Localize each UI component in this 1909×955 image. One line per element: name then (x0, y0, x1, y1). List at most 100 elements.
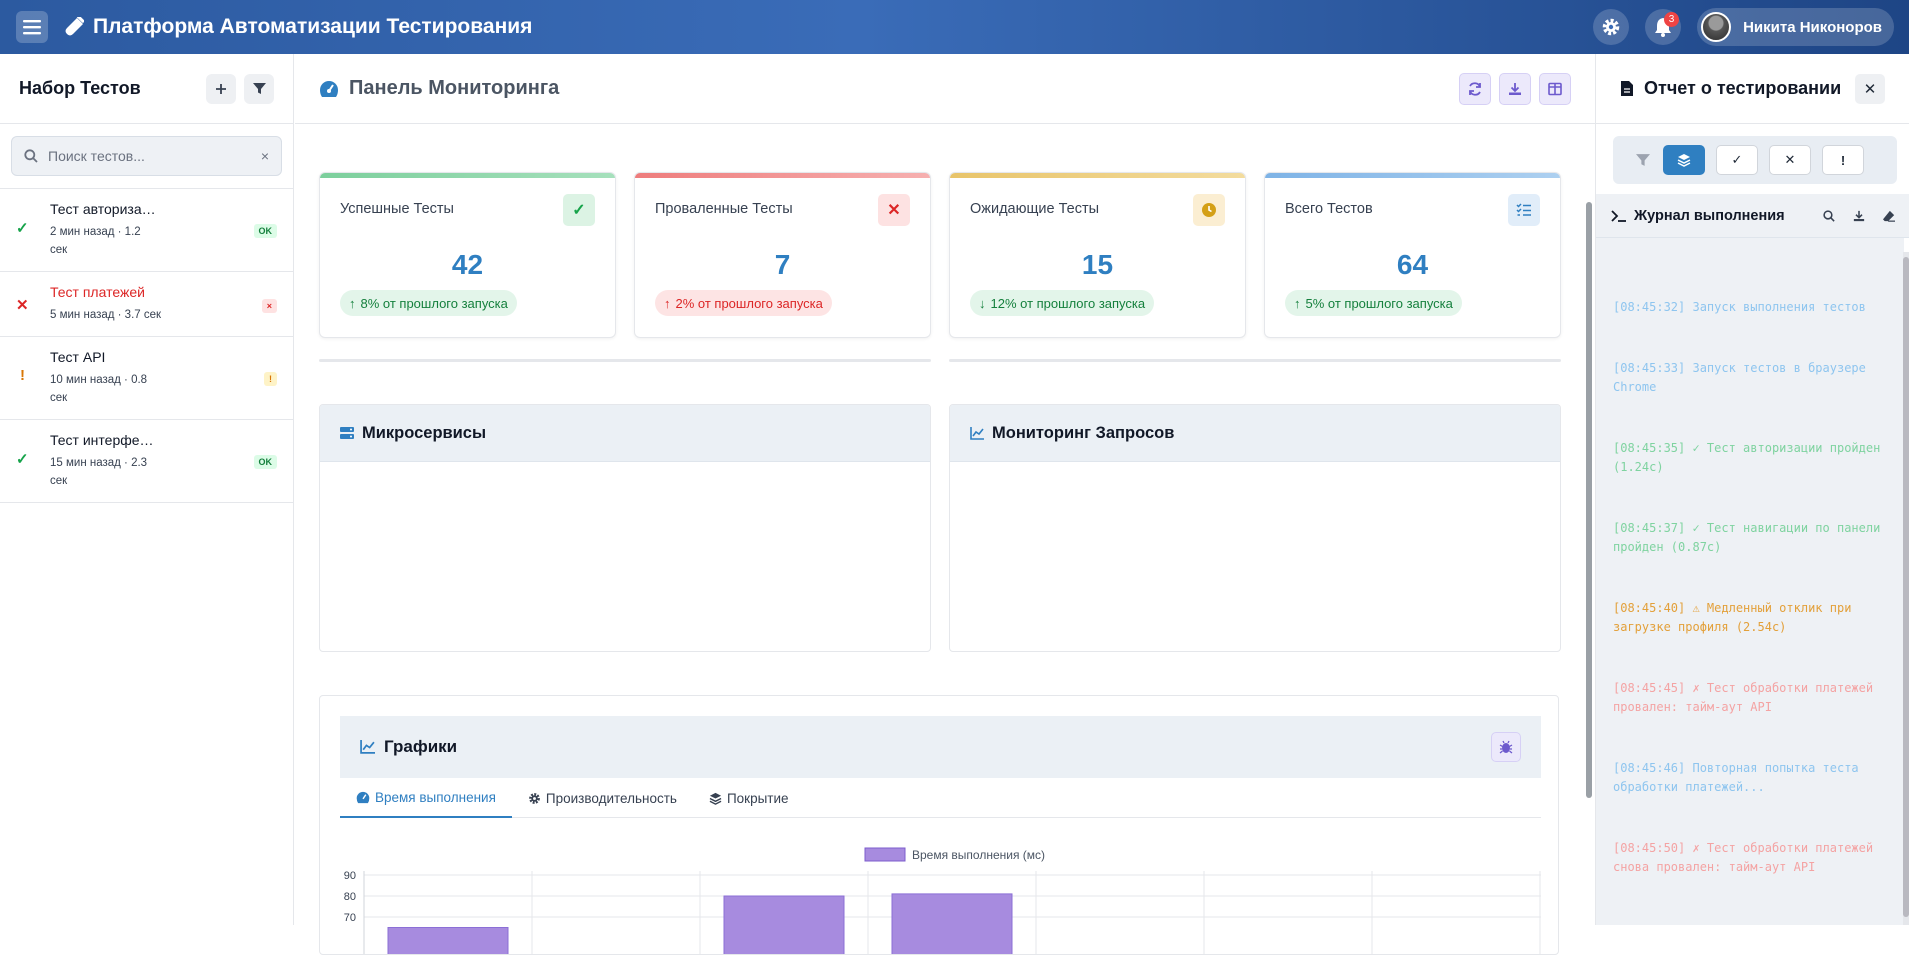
legend-label: Время выполнения (мс) (912, 848, 1045, 862)
notifications-button[interactable]: 3 (1645, 9, 1681, 45)
gear-icon (1601, 17, 1621, 37)
panel-title: Микросервисы (362, 424, 486, 443)
check-icon: ✓ (563, 194, 595, 226)
filter-failed-button[interactable]: ✕ (1769, 145, 1811, 175)
tab-performance[interactable]: Производительность (512, 778, 693, 818)
stat-change-text: 2% от прошлого запуска (676, 296, 823, 311)
test-item[interactable]: ! Тест API 10 мин назад · 0.8 сек ! (0, 337, 293, 420)
refresh-button[interactable] (1459, 73, 1491, 105)
test-item[interactable]: ✓ Тест авторизации 2 мин назад · 1.2 сек… (0, 189, 293, 272)
chart-bar (724, 896, 844, 955)
log-line: [08:45:45] ✗ Тест обработки платежей про… (1613, 679, 1886, 717)
stat-change-text: 5% от прошлого запуска (1306, 296, 1453, 311)
tab-label: Время выполнения (375, 790, 496, 805)
menu-button[interactable] (16, 11, 48, 43)
tab-coverage[interactable]: Покрытие (693, 778, 805, 818)
requests-panel: Мониторинг Запросов (949, 404, 1561, 652)
close-icon: ✕ (1864, 80, 1877, 98)
stat-card-passed: Успешные Тесты ✓ 42 ↑8% от прошлого запу… (319, 172, 616, 338)
stat-card-total: Всего Тестов 64 ↑5% от прошлого запуска (1264, 172, 1561, 338)
report-title: Отчет о тестировании (1644, 78, 1841, 99)
search-input[interactable] (48, 148, 261, 164)
status-badge: ! (264, 372, 277, 386)
search-icon[interactable] (1823, 210, 1835, 222)
server-icon (340, 426, 354, 440)
top-bar: Платформа Автоматизации Тестирования 3 Н… (0, 0, 1909, 54)
notification-badge: 3 (1664, 12, 1679, 27)
test-meta: 10 мин назад · 0.8 сек (50, 371, 160, 407)
app-brand[interactable]: Платформа Автоматизации Тестирования (64, 15, 532, 39)
log-line: [08:45:37] ✓ Тест навигации по панели пр… (1613, 519, 1886, 557)
log-scrollbar[interactable] (1903, 252, 1909, 925)
terminal-icon (1611, 209, 1627, 223)
main-scrollbar[interactable] (1586, 202, 1592, 798)
chart-line-icon (970, 427, 984, 440)
stat-change-text: 8% от прошлого запуска (361, 296, 508, 311)
divider (949, 359, 1561, 362)
filter-all-button[interactable] (1663, 145, 1705, 175)
chart-line-icon (360, 740, 375, 754)
y-tick-label: 80 (344, 891, 356, 903)
filter-warnings-button[interactable]: ! (1822, 145, 1864, 175)
filter-tests-button[interactable] (244, 74, 274, 104)
user-name: Никита Никоноров (1743, 19, 1882, 36)
avatar (1701, 12, 1731, 42)
add-test-button[interactable] (206, 74, 236, 104)
report-panel: Отчет о тестировании ✕ ✓ ✕ ! Журнал выпо… (1595, 54, 1909, 925)
settings-button[interactable] (1593, 9, 1629, 45)
charts-title: Графики (384, 737, 457, 757)
tab-execution-time[interactable]: Время выполнения (340, 778, 512, 818)
stat-value: 64 (1265, 249, 1560, 281)
log-line: [08:45:46] Повторная попытка теста обраб… (1613, 759, 1886, 797)
app-title: Платформа Автоматизации Тестирования (93, 15, 532, 39)
stat-label: Проваленные Тесты (655, 201, 793, 217)
test-item[interactable]: ✕ Тест платежей 5 мин назад · 3.7 сек × (0, 272, 293, 337)
arrow-up-icon: ↑ (664, 296, 671, 311)
test-meta: 2 мин назад · 1.2 сек (50, 223, 160, 259)
legend-swatch (865, 848, 905, 861)
user-menu[interactable]: Никита Никоноров (1697, 8, 1894, 46)
search-box: × (11, 136, 282, 176)
stat-change: ↑5% от прошлого запуска (1285, 290, 1462, 316)
file-icon (1620, 80, 1634, 97)
debug-button[interactable] (1491, 732, 1521, 762)
filter-icon (1635, 153, 1651, 167)
download-button[interactable] (1499, 73, 1531, 105)
y-tick-label: 70 (344, 912, 356, 924)
stat-label: Успешные Тесты (340, 201, 454, 217)
log-line: [08:45:50] ✗ Тест обработки платежей сно… (1613, 839, 1886, 877)
stat-label: Всего Тестов (1285, 201, 1373, 217)
eraser-icon[interactable] (1883, 210, 1895, 222)
test-item[interactable]: ✓ Тест интерфейса 15 мин назад · 2.3 сек… (0, 420, 293, 503)
check-icon: ✓ (16, 219, 29, 237)
clock-icon (1193, 194, 1225, 226)
download-icon[interactable] (1853, 210, 1865, 222)
test-meta: 15 мин назад · 2.3 сек (50, 454, 160, 490)
exclamation-icon: ! (20, 367, 25, 384)
check-icon: ✓ (1732, 152, 1743, 168)
microservices-panel: Микросервисы (319, 404, 931, 652)
stat-value: 15 (950, 249, 1245, 281)
charts-card: Графики Время выполнения Производительно… (319, 695, 1559, 955)
tab-label: Покрытие (727, 791, 789, 806)
divider (319, 359, 931, 362)
stat-value: 7 (635, 249, 930, 281)
log-line: [08:45:40] ⚠ Медленный отклик при загруз… (1613, 599, 1886, 637)
close-report-button[interactable]: ✕ (1855, 74, 1885, 104)
clear-search-icon[interactable]: × (261, 148, 269, 164)
cross-icon: ✕ (1785, 152, 1796, 168)
filter-passed-button[interactable]: ✓ (1716, 145, 1758, 175)
page-title: Панель Мониторинга (349, 77, 559, 100)
status-badge: OK (254, 224, 278, 238)
test-name: Тест авторизации (50, 201, 160, 217)
stat-change: ↑ 2% от прошлого запуска (655, 290, 832, 316)
chart-tabs: Время выполнения Производительность Покр… (340, 778, 1541, 818)
test-list: ✓ Тест авторизации 2 мин назад · 1.2 сек… (0, 189, 293, 503)
search-icon (24, 149, 38, 163)
stat-change-text: 12% от прошлого запуска (991, 296, 1146, 311)
test-name: Тест API (50, 349, 160, 365)
stat-change: ↓12% от прошлого запуска (970, 290, 1154, 316)
chart-bar (388, 928, 508, 955)
y-tick-label: 90 (344, 870, 356, 882)
layout-toggle-button[interactable] (1539, 73, 1571, 105)
